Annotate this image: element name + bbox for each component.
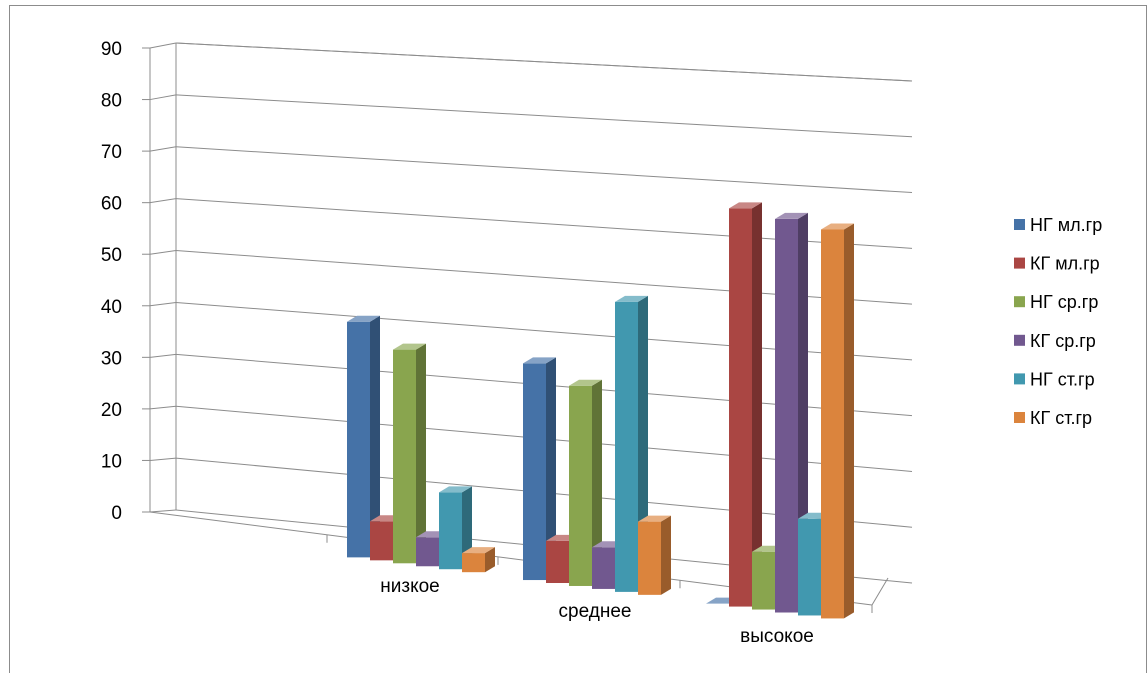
bar <box>546 540 569 584</box>
bar-top-face <box>347 315 380 322</box>
legend-entry: КГ ст.гр <box>1030 408 1092 428</box>
bar <box>798 518 821 616</box>
y-tick-label: 70 <box>101 142 122 163</box>
bar-top-face <box>729 202 762 209</box>
side-wall-gridline <box>149 146 177 152</box>
gridline <box>175 146 913 194</box>
legend-entry: КГ мл.гр <box>1030 254 1100 274</box>
legend-entry: НГ ср.гр <box>1030 292 1098 312</box>
bar <box>752 551 775 610</box>
side-wall-gridline <box>149 250 177 255</box>
bar <box>347 321 370 558</box>
legend-swatch <box>1014 373 1025 385</box>
side-wall-gridline <box>149 42 177 49</box>
side-wall-gridline <box>149 509 177 513</box>
bar-side-face <box>798 212 808 613</box>
bar <box>393 349 416 564</box>
bar-side-face <box>752 202 762 607</box>
y-tick-label: 90 <box>101 39 122 60</box>
x-tick-label: среднее <box>559 601 632 622</box>
legend-swatch <box>1014 334 1025 346</box>
bar <box>638 521 661 595</box>
chart-frame <box>9 5 1147 673</box>
floor-right-edge <box>871 577 889 606</box>
x-tick-label: высокое <box>740 626 814 647</box>
bar <box>821 229 844 619</box>
bar-side-face <box>416 343 426 564</box>
bar <box>416 537 439 567</box>
bar <box>462 553 485 573</box>
y-tick-label: 30 <box>101 348 122 369</box>
side-wall-gridline <box>149 301 177 307</box>
bar-top-face <box>821 223 854 230</box>
bar-top-face <box>569 379 602 386</box>
y-tick-label: 10 <box>101 451 122 472</box>
side-wall-gridline <box>149 198 177 204</box>
bar <box>523 363 546 581</box>
y-tick-label: 80 <box>101 91 122 112</box>
bar-side-face <box>844 223 854 619</box>
bar <box>569 385 592 586</box>
side-wall-gridline <box>149 457 177 461</box>
bar-top-face <box>615 295 648 302</box>
bar-side-face <box>661 515 671 595</box>
y-tick-label: 60 <box>101 194 122 215</box>
bar-top-face <box>393 343 426 350</box>
gridline <box>175 42 913 82</box>
bar <box>439 492 462 570</box>
bar-side-face <box>462 486 472 570</box>
bar <box>729 208 752 607</box>
bar-top-face <box>462 547 495 554</box>
x-tick-label: низкое <box>380 576 439 597</box>
y-tick-label: 40 <box>101 297 122 318</box>
bar <box>370 521 393 561</box>
bar <box>592 547 615 589</box>
gridline <box>175 94 913 138</box>
bar <box>775 218 798 613</box>
y-tick-label: 50 <box>101 245 122 266</box>
legend-swatch <box>1014 219 1025 230</box>
legend-entry: НГ мл.гр <box>1030 215 1102 235</box>
legend-entry: КГ ср.гр <box>1030 331 1096 351</box>
bar-side-face <box>546 357 556 581</box>
bar-top-face <box>439 486 472 493</box>
side-wall-gridline <box>149 353 177 358</box>
legend-entry: НГ ст.гр <box>1030 369 1095 389</box>
y-tick-label: 0 <box>111 503 122 524</box>
bar-side-face <box>485 547 495 573</box>
bar-side-face <box>592 379 602 586</box>
bar <box>615 301 638 592</box>
legend-swatch <box>1014 296 1025 308</box>
bar-top-face <box>638 515 671 522</box>
bar-top-face <box>523 357 556 364</box>
side-wall-gridline <box>149 405 177 410</box>
legend-swatch <box>1014 257 1025 269</box>
legend-swatch <box>1014 412 1025 423</box>
bar-top-face <box>775 212 808 219</box>
bar-side-face <box>370 315 380 558</box>
y-tick-label: 20 <box>101 400 122 421</box>
side-wall-gridline <box>149 94 177 101</box>
